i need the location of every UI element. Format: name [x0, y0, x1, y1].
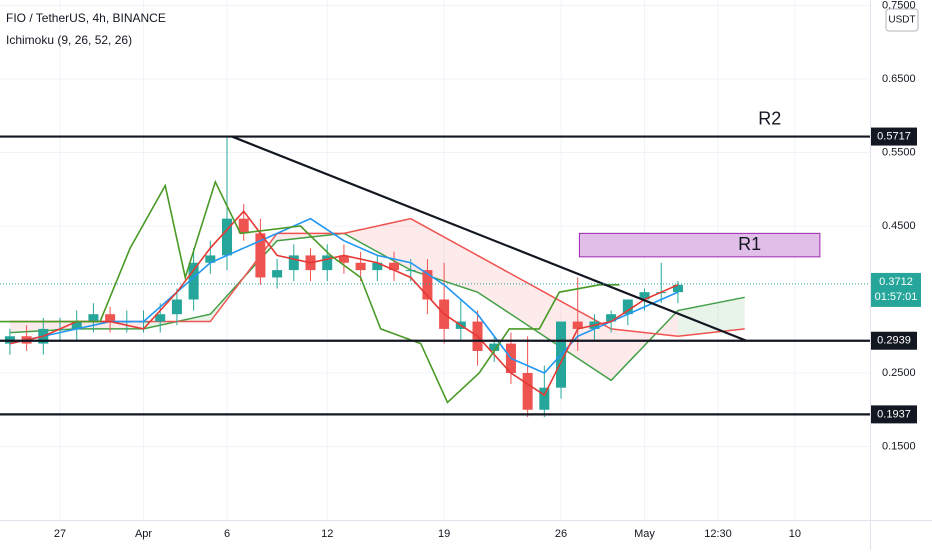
span-a — [9, 232, 745, 382]
candle-body — [622, 299, 633, 315]
candle-body — [572, 321, 583, 329]
cloud-segment — [677, 297, 745, 337]
candle-body — [205, 255, 216, 263]
x-tick-label: 12 — [321, 528, 333, 540]
y-tick-label: 0.1500 — [882, 440, 916, 452]
candle-body — [355, 262, 366, 271]
candle-body — [539, 387, 550, 410]
countdown: 01:57:01 — [875, 291, 918, 303]
y-tick-label: 0.7500 — [882, 0, 916, 11]
level-label: 0.5717 — [877, 130, 911, 142]
candle-body — [288, 255, 299, 271]
candle-body — [155, 314, 166, 322]
cloud-segment — [477, 255, 545, 337]
candle-body — [322, 255, 333, 271]
level-label: 0.2939 — [877, 335, 911, 347]
currency: USDT — [888, 15, 915, 26]
level-label-box — [871, 127, 917, 146]
x-tick-label: 26 — [555, 528, 567, 540]
candle-body — [255, 233, 266, 278]
ichimoku-line — [9, 217, 679, 374]
candle-body — [639, 292, 650, 300]
candle-body — [672, 284, 683, 293]
x-tick-label: 10 — [789, 528, 801, 540]
candle-body — [389, 262, 400, 271]
trendline — [231, 135, 747, 342]
x-tick-label: 19 — [438, 528, 450, 540]
candle-body — [88, 314, 99, 322]
level-label: 0.1937 — [877, 408, 911, 420]
candle-body — [188, 262, 199, 300]
indicator-label: Ichimoku (9, 26, 52, 26) — [6, 33, 132, 47]
y-tick-label: 0.2500 — [882, 367, 916, 379]
x-tick-label: 12:30 — [704, 528, 732, 540]
ichimoku-line — [0, 179, 620, 404]
y-tick-label: 0.4500 — [882, 220, 916, 232]
chart-title: FIO / TetherUS, 4h, BINANCE — [6, 11, 166, 25]
candle-body — [338, 255, 349, 263]
annotation: R2 — [758, 108, 781, 128]
candle-body — [238, 218, 249, 234]
candle-body — [606, 314, 617, 322]
x-tick-label: 6 — [224, 528, 230, 540]
x-tick-label: 27 — [54, 528, 66, 540]
candle-body — [489, 343, 500, 351]
resistance-zone — [578, 232, 821, 258]
last-price-box — [871, 272, 921, 307]
candle-body — [71, 321, 82, 329]
currency-box[interactable] — [885, 8, 919, 32]
y-tick-label: 0.5500 — [882, 146, 916, 158]
candle-body — [272, 270, 283, 278]
candle-body — [405, 270, 416, 272]
candle-body — [171, 299, 182, 315]
ichimoku-line — [9, 210, 679, 397]
level-label-box — [871, 405, 917, 424]
zone-label: R1 — [738, 234, 761, 254]
candle-body — [372, 262, 383, 271]
y-tick-label: 0.6500 — [882, 73, 916, 85]
candle-body — [222, 218, 233, 256]
candle-body — [522, 373, 533, 410]
candle-body — [422, 270, 433, 300]
candle-body — [105, 314, 116, 322]
level-label-box — [871, 331, 917, 350]
last-price-label: 0.3712 — [879, 276, 913, 288]
x-tick-label: Apr — [135, 528, 152, 540]
x-tick-label: May — [634, 528, 655, 540]
